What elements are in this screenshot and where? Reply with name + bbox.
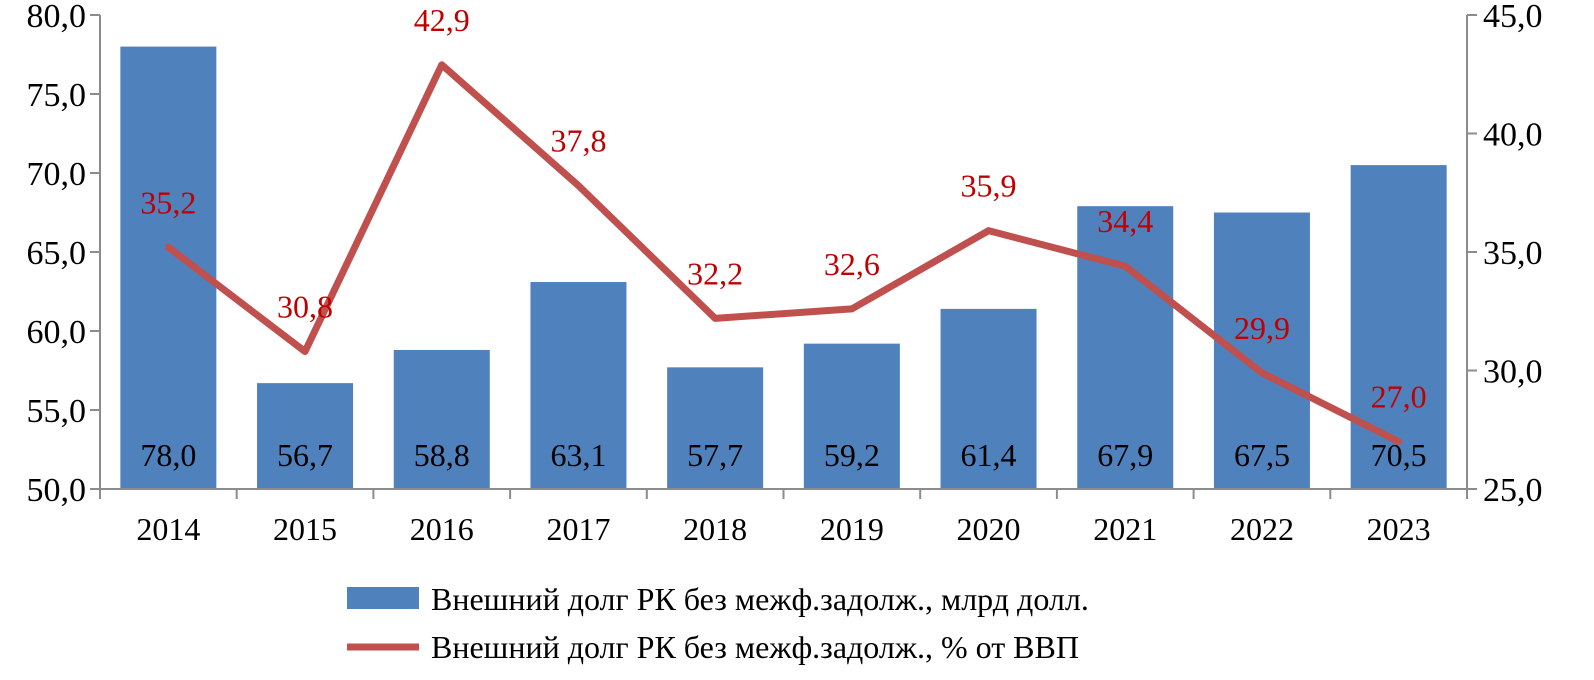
bar-data-label: 67,5 — [1234, 437, 1290, 473]
bar-data-label: 78,0 — [140, 437, 196, 473]
bar-2014 — [120, 46, 217, 489]
bar-2015 — [257, 383, 354, 489]
bar-data-label: 58,8 — [414, 437, 470, 473]
bar-2021 — [1077, 206, 1174, 489]
line-point-2022 — [1260, 371, 1263, 374]
x-tick-label: 2014 — [136, 511, 200, 547]
left-axis-ticks: 50,0 55,0 60,0 65,0 70,0 75,0 80,0 — [27, 0, 100, 509]
line-data-label: 35,9 — [961, 168, 1017, 204]
line-point-2021 — [1124, 265, 1127, 268]
right-tick-label: 25,0 — [1483, 472, 1543, 509]
x-tick-label: 2020 — [957, 511, 1021, 547]
bar-data-label: 56,7 — [277, 437, 333, 473]
bar-2017 — [530, 282, 627, 489]
line-point-2015 — [304, 350, 307, 353]
line-data-label: 29,9 — [1234, 310, 1290, 346]
line-point-2017 — [577, 184, 580, 187]
legend-bar-label: Внешний долг РК без межф.задолж., млрд д… — [431, 581, 1089, 617]
x-tick-label: 2016 — [410, 511, 474, 547]
bar-2019 — [803, 343, 900, 489]
x-axis-ticks: 2014 2015 2016 2017 2018 2019 2020 2021 2022 2023 — [99, 489, 1468, 547]
left-tick-label: 50,0 — [27, 472, 87, 509]
left-tick-label: 80,0 — [27, 0, 87, 35]
bar-data-label: 63,1 — [550, 437, 606, 473]
line-data-label: 34,4 — [1097, 203, 1153, 239]
line-data-label: 27,0 — [1371, 379, 1427, 415]
right-tick-label: 30,0 — [1483, 354, 1543, 391]
line-point-2018 — [714, 317, 717, 320]
bar-data-label: 59,2 — [824, 437, 880, 473]
left-tick-label: 55,0 — [27, 393, 87, 430]
line-data-label: 42,9 — [414, 2, 470, 38]
x-tick-label: 2018 — [683, 511, 747, 547]
bar-data-label: 70,5 — [1371, 437, 1427, 473]
bar-series — [120, 46, 1447, 489]
line-data-label: 32,6 — [824, 246, 880, 282]
left-tick-label: 60,0 — [27, 314, 87, 351]
x-tick-label: 2015 — [273, 511, 337, 547]
left-tick-label: 75,0 — [27, 77, 87, 114]
line-point-2023 — [1397, 440, 1400, 443]
line-data-label: 32,2 — [687, 255, 743, 291]
right-tick-label: 35,0 — [1483, 235, 1543, 272]
bar-2018 — [667, 367, 764, 489]
left-tick-label: 65,0 — [27, 235, 87, 272]
line-data-labels: 35,2 30,8 42,9 37,8 32,2 32,6 35,9 34,4 29,9 27,0 — [140, 2, 1426, 415]
line-data-label: 30,8 — [277, 289, 333, 325]
right-axis-ticks: 25,0 30,0 35,0 40,0 45,0 — [1467, 0, 1543, 509]
x-tick-label: 2021 — [1093, 511, 1157, 547]
legend-bar-swatch — [347, 587, 419, 609]
x-tick-label: 2019 — [820, 511, 884, 547]
bar-2020 — [940, 308, 1037, 489]
line-data-label: 35,2 — [140, 184, 196, 220]
line-series — [164, 61, 1403, 446]
x-tick-label: 2022 — [1230, 511, 1294, 547]
line-data-label: 37,8 — [550, 123, 606, 159]
line-point-2019 — [850, 307, 853, 310]
bar-data-label: 67,9 — [1097, 437, 1153, 473]
line-point-2016 — [440, 63, 443, 66]
bar-data-label: 61,4 — [961, 437, 1017, 473]
x-tick-label: 2017 — [546, 511, 610, 547]
bar-data-label: 57,7 — [687, 437, 743, 473]
right-tick-label: 40,0 — [1483, 117, 1543, 154]
bar-data-labels: 78,0 56,7 58,8 63,1 57,7 59,2 61,4 67,9 67,5 70,5 — [140, 437, 1426, 473]
line-point-2014 — [167, 246, 170, 249]
left-tick-label: 70,0 — [27, 156, 87, 193]
legend: Внешний долг РК без межф.задолж., млрд д… — [347, 581, 1089, 665]
line-point-2020 — [987, 229, 990, 232]
line-path — [164, 61, 1403, 446]
legend-line-label: Внешний долг РК без межф.задолж., % от В… — [431, 629, 1079, 665]
x-tick-label: 2023 — [1367, 511, 1431, 547]
right-tick-label: 45,0 — [1483, 0, 1543, 35]
bar-2023 — [1350, 165, 1447, 489]
bar-2016 — [393, 349, 490, 489]
